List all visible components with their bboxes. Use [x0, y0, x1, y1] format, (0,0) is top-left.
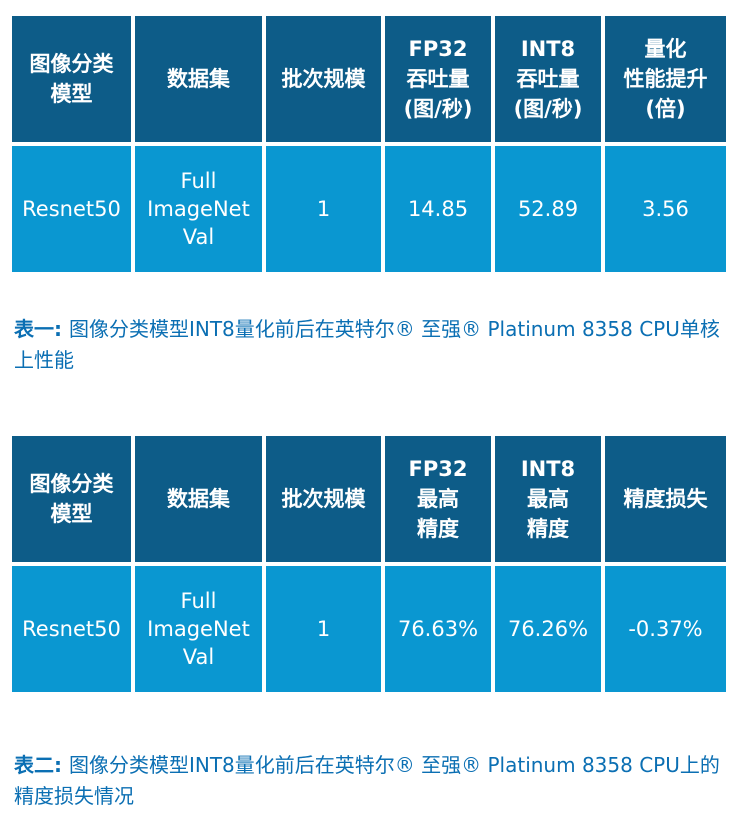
- header-cell: 量化 性能提升 (倍): [605, 16, 726, 142]
- header-cell: FP32 吞吐量 (图/秒): [385, 16, 491, 142]
- table-cell: 1: [266, 566, 381, 692]
- table-cell: 76.63%: [385, 566, 491, 692]
- table-cell: Full ImageNet Val: [135, 566, 262, 692]
- header-cell: 图像分类 模型: [12, 436, 131, 562]
- header-cell: 数据集: [135, 16, 262, 142]
- table-cell: -0.37%: [605, 566, 726, 692]
- accuracy-table: 图像分类 模型 数据集 批次规模 FP32 最高 精度 INT8 最高 精度 精…: [8, 432, 730, 696]
- header-cell: 数据集: [135, 436, 262, 562]
- table-cell: 14.85: [385, 146, 491, 272]
- table-row: Resnet50 Full ImageNet Val 1 76.63% 76.2…: [12, 566, 726, 692]
- header-cell: INT8 吞吐量 (图/秒): [495, 16, 601, 142]
- table-header-row: 图像分类 模型 数据集 批次规模 FP32 最高 精度 INT8 最高 精度 精…: [12, 436, 726, 562]
- table-caption-2: 表二: 图像分类模型INT8量化前后在英特尔® 至强® Platinum 835…: [14, 750, 726, 812]
- table-cell: 3.56: [605, 146, 726, 272]
- table-caption-1: 表一: 图像分类模型INT8量化前后在英特尔® 至强® Platinum 835…: [14, 314, 726, 376]
- header-cell: 批次规模: [266, 436, 381, 562]
- table-cell: 52.89: [495, 146, 601, 272]
- table-header-row: 图像分类 模型 数据集 批次规模 FP32 吞吐量 (图/秒) INT8 吞吐量…: [12, 16, 726, 142]
- header-cell: FP32 最高 精度: [385, 436, 491, 562]
- table-row: Resnet50 Full ImageNet Val 1 14.85 52.89…: [12, 146, 726, 272]
- performance-table: 图像分类 模型 数据集 批次规模 FP32 吞吐量 (图/秒) INT8 吞吐量…: [8, 12, 730, 276]
- table-cell: Resnet50: [12, 146, 131, 272]
- header-cell: 图像分类 模型: [12, 16, 131, 142]
- table-cell: Full ImageNet Val: [135, 146, 262, 272]
- caption-lead: 表一:: [14, 317, 69, 341]
- header-cell: 精度损失: [605, 436, 726, 562]
- caption-text: 图像分类模型INT8量化前后在英特尔® 至强® Platinum 8358 CP…: [14, 753, 720, 808]
- caption-lead: 表二:: [14, 753, 69, 777]
- table-cell: Resnet50: [12, 566, 131, 692]
- table-cell: 76.26%: [495, 566, 601, 692]
- header-cell: 批次规模: [266, 16, 381, 142]
- caption-text: 图像分类模型INT8量化前后在英特尔® 至强® Platinum 8358 CP…: [14, 317, 720, 372]
- header-cell: INT8 最高 精度: [495, 436, 601, 562]
- table-cell: 1: [266, 146, 381, 272]
